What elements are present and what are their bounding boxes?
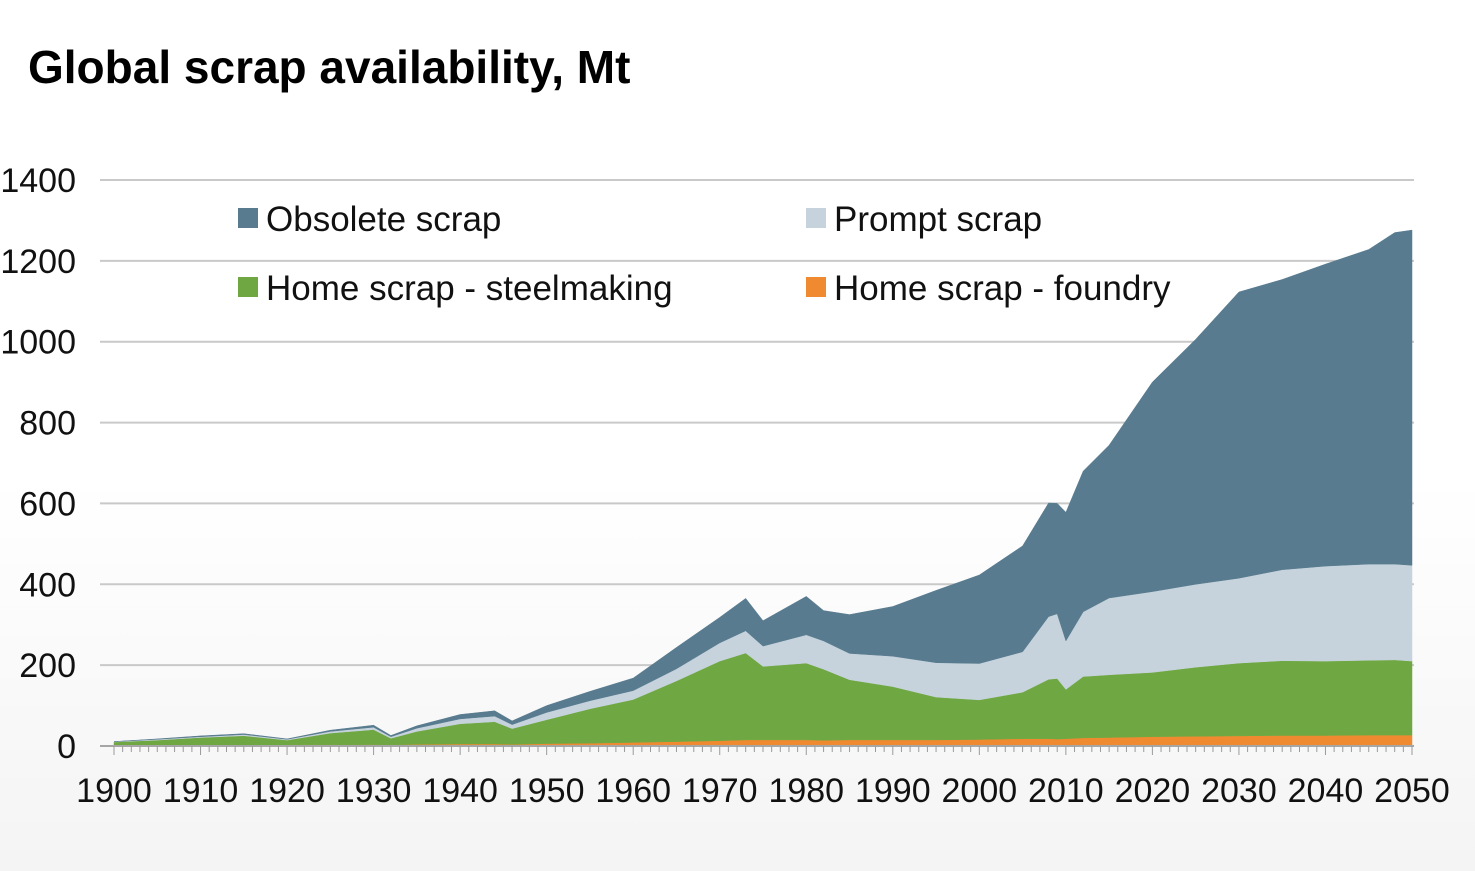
x-tick-label: 1910: [163, 772, 239, 810]
x-tick-label: 1920: [249, 772, 325, 810]
y-tick-label: 1400: [0, 162, 76, 200]
x-tick-label: 1950: [509, 772, 585, 810]
x-tick-label: 1960: [595, 772, 671, 810]
y-tick-label: 200: [19, 647, 76, 685]
y-tick-label: 800: [19, 405, 76, 443]
x-tick-label: 1990: [855, 772, 931, 810]
y-tick-label: 0: [57, 728, 76, 766]
legend-label-home-scrap-steelmaking: Home scrap - steelmaking: [266, 269, 673, 308]
legend-label-prompt-scrap: Prompt scrap: [834, 200, 1042, 239]
y-tick-label: 600: [19, 485, 76, 523]
x-tick-label: 1930: [336, 772, 412, 810]
x-tick-label: 2000: [942, 772, 1018, 810]
x-tick-label: 2010: [1028, 772, 1104, 810]
legend-label-home-scrap-foundry: Home scrap - foundry: [834, 269, 1171, 308]
area-home-scrap-steelmaking: [113, 652, 1413, 746]
x-tick-label: 1970: [682, 772, 758, 810]
x-tick-label: 1940: [422, 772, 498, 810]
x-tick-label: 2020: [1115, 772, 1191, 810]
x-tick-label: 1980: [768, 772, 844, 810]
y-tick-label: 400: [19, 566, 76, 604]
y-tick-label: 1200: [0, 243, 76, 281]
legend-swatch-home-scrap-steelmaking: [238, 277, 258, 297]
y-tick-label: 1000: [0, 324, 76, 362]
area-obsolete-scrap: [113, 229, 1413, 742]
x-tick-label: 1900: [76, 772, 152, 810]
chart-title: Global scrap availability, Mt: [28, 41, 631, 93]
legend-swatch-obsolete-scrap: [238, 208, 258, 228]
x-tick-label: 2040: [1288, 772, 1364, 810]
legend-label-obsolete-scrap: Obsolete scrap: [266, 200, 501, 239]
legend-swatch-prompt-scrap: [806, 208, 826, 228]
x-tick-label: 2050: [1374, 772, 1450, 810]
legend-swatch-home-scrap-foundry: [806, 277, 826, 297]
x-tick-label: 2030: [1201, 772, 1277, 810]
